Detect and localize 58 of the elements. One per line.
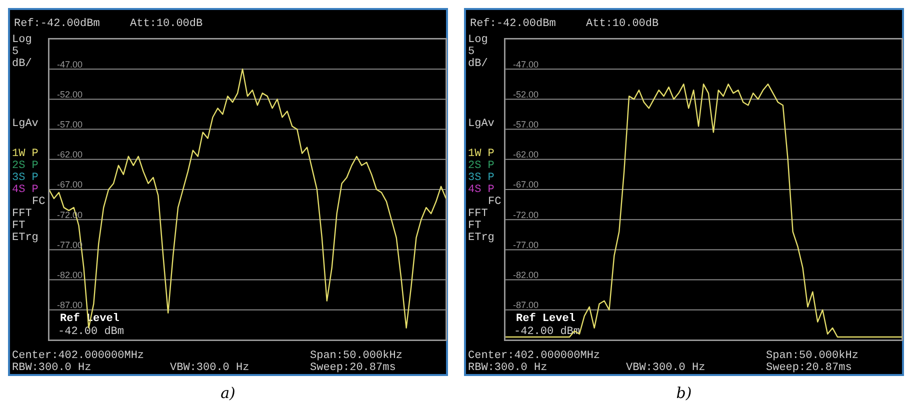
y-tick-label: -62.00 — [513, 150, 539, 160]
text: FFT — [468, 208, 488, 220]
text: Att:10.00dB — [586, 18, 659, 30]
text: Sweep:20.87ms — [310, 362, 396, 374]
y-tick-label: -77.00 — [513, 240, 539, 250]
text: 3S P — [12, 172, 38, 184]
y-tick-label: -67.00 — [513, 180, 539, 190]
text: FT — [468, 220, 482, 232]
text: 2S P — [12, 160, 38, 172]
text: Ref:-42.00dBm — [14, 18, 100, 30]
text: a) — [220, 384, 236, 402]
text: 4S P — [12, 184, 38, 196]
text: Log — [12, 34, 32, 46]
text: LgAv — [12, 118, 38, 130]
annotation: Ref Level — [516, 313, 576, 325]
text: 5 — [468, 46, 475, 58]
y-tick-label: -47.00 — [513, 59, 539, 70]
annotation: -42.00 dBm — [58, 326, 124, 338]
text: Center:402.000000MHz — [12, 350, 144, 362]
y-tick-label: -87.00 — [513, 300, 539, 310]
text: 1W P — [468, 148, 494, 160]
y-tick-label: -87.00 — [57, 300, 83, 310]
text: FC — [32, 196, 46, 208]
text: 5 — [12, 46, 19, 58]
y-tick-label: -62.00 — [57, 150, 83, 160]
text: 1W P — [12, 148, 38, 160]
y-tick-label: -82.00 — [57, 270, 83, 280]
text: ETrg — [468, 232, 494, 244]
y-tick-label: -47.00 — [57, 59, 83, 70]
text: VBW:300.0 Hz — [170, 362, 250, 374]
text: Sweep:20.87ms — [766, 362, 852, 374]
text: Span:50.000kHz — [310, 350, 402, 362]
text: FC — [488, 196, 502, 208]
y-tick-label: -52.00 — [513, 89, 539, 100]
text: ETrg — [12, 232, 38, 244]
text: Span:50.000kHz — [766, 350, 858, 362]
y-tick-label: -57.00 — [513, 119, 539, 130]
text: dB/ — [468, 58, 488, 70]
text: LgAv — [468, 118, 494, 130]
y-tick-label: -52.00 — [57, 89, 83, 100]
text: b) — [675, 384, 693, 402]
text: FT — [12, 220, 26, 232]
y-tick-label: -67.00 — [57, 180, 83, 190]
text: dB/ — [12, 58, 32, 70]
y-tick-label: -82.00 — [513, 270, 539, 280]
text: Center:402.000000MHz — [468, 350, 600, 362]
y-tick-label: -57.00 — [57, 119, 83, 130]
text: Ref:-42.00dBm — [470, 18, 556, 30]
text: VBW:300.0 Hz — [626, 362, 706, 374]
y-tick-label: -72.00 — [513, 210, 539, 220]
text: FFT — [12, 208, 32, 220]
text: 2S P — [468, 160, 494, 172]
text: RBW:300.0 Hz — [12, 362, 92, 374]
text: Log — [468, 34, 488, 46]
text: Att:10.00dB — [130, 18, 203, 30]
text: 3S P — [468, 172, 494, 184]
text: 4S P — [468, 184, 494, 196]
text: RBW:300.0 Hz — [468, 362, 548, 374]
